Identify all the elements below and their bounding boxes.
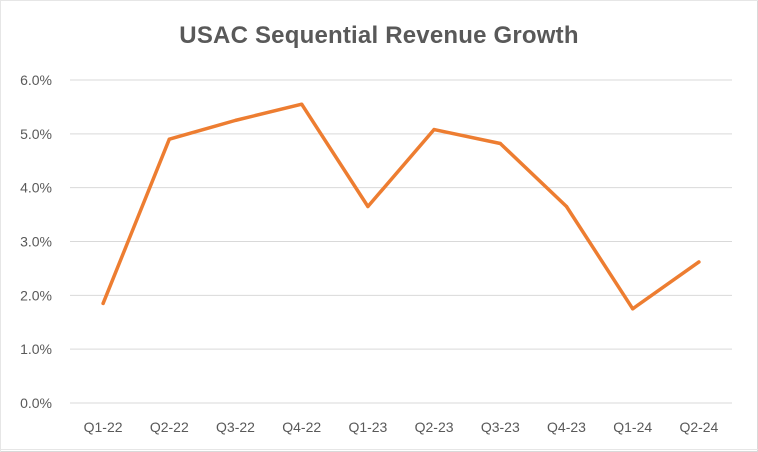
x-tick-label: Q3-22 — [216, 419, 255, 435]
y-tick-label: 5.0% — [20, 126, 52, 142]
x-tick-label: Q4-22 — [282, 419, 321, 435]
data-point — [300, 102, 304, 106]
data-point — [366, 204, 370, 209]
x-tick-label: Q4-23 — [547, 419, 586, 435]
x-tick-label: Q2-24 — [679, 419, 718, 435]
series-line — [101, 102, 701, 311]
data-point — [101, 301, 105, 306]
x-tick-label: Q1-22 — [84, 419, 123, 435]
data-point — [432, 127, 436, 132]
x-tick-label: Q2-23 — [415, 419, 454, 435]
x-tick-label: Q2-22 — [150, 419, 189, 435]
data-point — [697, 260, 701, 264]
sheet-gridline-top — [0, 0, 758, 1]
data-point — [498, 141, 502, 146]
data-point — [167, 137, 171, 141]
data-point — [564, 204, 569, 209]
x-tick-label: Q1-24 — [613, 419, 652, 435]
data-point — [233, 118, 238, 122]
y-tick-label: 3.0% — [20, 234, 52, 250]
sheet-gridline-bottom — [0, 449, 758, 450]
y-tick-label: 2.0% — [20, 287, 52, 303]
y-tick-label: 1.0% — [20, 341, 52, 357]
sheet-gridline-left — [0, 0, 1, 452]
x-tick-label: Q1-23 — [348, 419, 387, 435]
y-tick-label: 0.0% — [20, 395, 52, 411]
y-tick-label: 6.0% — [20, 72, 52, 88]
chart-title: USAC Sequential Revenue Growth — [179, 22, 579, 49]
y-tick-label: 4.0% — [20, 180, 52, 196]
data-point — [631, 307, 635, 311]
x-tick-label: Q3-23 — [481, 419, 520, 435]
